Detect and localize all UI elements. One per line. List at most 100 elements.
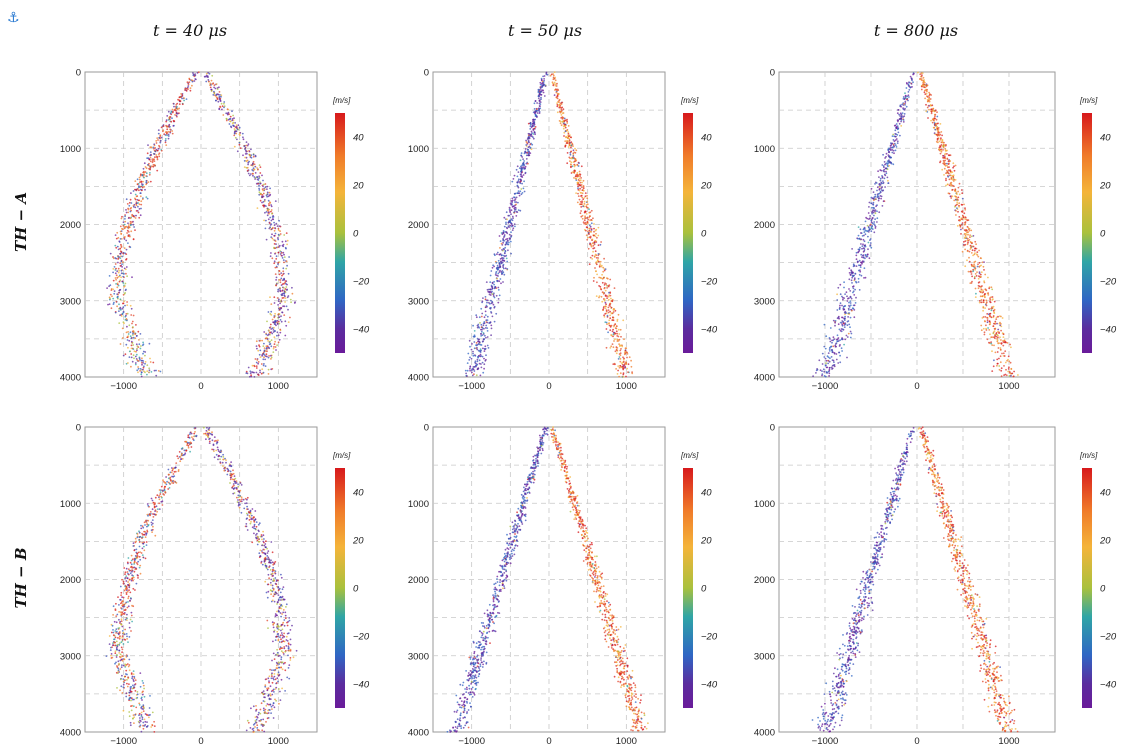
- spray-point: [847, 332, 850, 335]
- spray-point: [205, 74, 208, 77]
- spray-point: [866, 229, 868, 232]
- spray-point: [520, 193, 523, 196]
- spray-point: [274, 591, 277, 593]
- spray-point: [159, 139, 162, 142]
- spray-point: [931, 121, 934, 124]
- spray-point: [556, 103, 559, 106]
- spray-point: [533, 102, 536, 105]
- spray-point: [111, 295, 113, 298]
- spray-point: [120, 269, 123, 272]
- spray-point: [604, 282, 606, 285]
- spray-point: [834, 321, 836, 324]
- spray-point: [867, 235, 869, 238]
- spray-point: [578, 189, 581, 192]
- spray-point: [130, 314, 133, 316]
- spray-point: [120, 255, 122, 258]
- spray-point: [141, 718, 144, 721]
- spray-point: [129, 304, 132, 307]
- spray-point: [964, 234, 967, 237]
- spray-point: [483, 350, 486, 352]
- spray-point: [486, 319, 489, 321]
- spray-point: [843, 281, 845, 284]
- spray-point: [1001, 317, 1004, 319]
- spray-point: [995, 318, 998, 320]
- spray-point: [583, 203, 586, 205]
- spray-point: [892, 143, 895, 146]
- spray-point: [255, 361, 258, 364]
- spray-point: [153, 153, 156, 155]
- spray-point: [578, 183, 580, 186]
- spray-point: [614, 338, 616, 341]
- spray-point: [566, 139, 568, 142]
- spray-point: [604, 321, 607, 323]
- spray-point: [499, 258, 502, 260]
- spray-point: [262, 364, 265, 367]
- spray-point: [116, 277, 119, 279]
- spray-point: [250, 374, 253, 377]
- spray-point: [887, 165, 889, 168]
- spray-point: [937, 122, 939, 125]
- spray-point: [282, 243, 285, 246]
- spray-point: [616, 347, 619, 349]
- spray-point: [908, 89, 911, 91]
- spray-point: [142, 526, 145, 529]
- spray-point: [884, 163, 886, 166]
- spray-point: [970, 271, 973, 273]
- spray-point: [998, 315, 1001, 317]
- spray-point: [286, 676, 289, 679]
- anchor-icon[interactable]: ⚓: [7, 10, 20, 26]
- spray-point: [499, 265, 501, 268]
- spray-point: [520, 173, 522, 176]
- spray-point: [114, 636, 117, 639]
- spray-point: [847, 297, 849, 300]
- spray-point: [120, 243, 122, 246]
- spray-point: [145, 175, 148, 177]
- spray-point: [475, 364, 478, 367]
- spray-point: [881, 205, 884, 207]
- spray-point: [127, 557, 130, 559]
- spray-point: [278, 261, 281, 263]
- spray-point: [226, 473, 229, 476]
- spray-point: [263, 347, 266, 349]
- spray-point: [615, 327, 618, 330]
- spray-point: [511, 199, 514, 202]
- spray-point: [502, 231, 505, 234]
- spray-point: [592, 217, 594, 220]
- spray-point: [889, 149, 892, 152]
- spray-point: [578, 177, 581, 180]
- spray-point: [849, 316, 852, 319]
- spray-point: [139, 572, 142, 575]
- spray-point: [141, 699, 143, 701]
- spray-point: [998, 357, 1000, 360]
- spray-point: [131, 604, 133, 607]
- spray-point: [857, 269, 860, 272]
- spray-point: [568, 144, 571, 146]
- spray-point: [610, 345, 613, 348]
- spray-point: [119, 230, 122, 233]
- spray-point: [957, 196, 960, 199]
- spray-point: [242, 136, 244, 139]
- spray-point: [964, 207, 966, 210]
- spray-point: [148, 707, 151, 709]
- spray-point: [585, 234, 588, 237]
- spray-point: [167, 133, 170, 136]
- spray-point: [121, 630, 124, 632]
- spray-point: [137, 560, 140, 563]
- spray-point: [850, 279, 853, 282]
- spray-point: [497, 298, 500, 300]
- spray-point: [855, 258, 858, 261]
- spray-point: [282, 251, 285, 254]
- spray-point: [264, 183, 267, 185]
- spray-point: [481, 334, 484, 336]
- spray-point: [109, 649, 112, 651]
- spray-point: [147, 144, 149, 147]
- spray-point: [520, 169, 523, 172]
- spray-point: [230, 461, 233, 463]
- spray-point: [879, 179, 882, 182]
- spray-point: [265, 238, 268, 241]
- spray-point: [137, 199, 140, 202]
- spray-point: [281, 274, 283, 277]
- spray-point: [502, 266, 504, 268]
- spray-point: [212, 94, 215, 96]
- spray-point: [274, 252, 276, 255]
